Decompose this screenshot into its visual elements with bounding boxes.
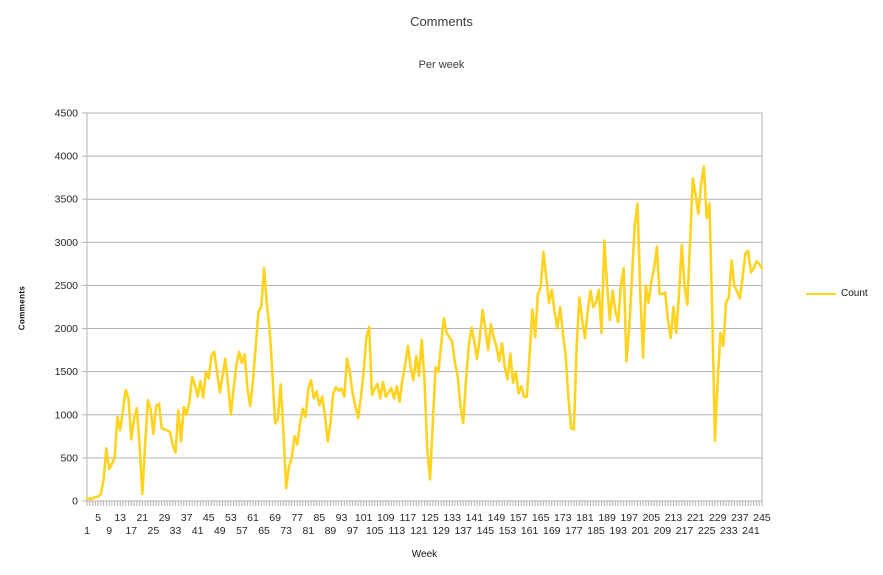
svg-text:177: 177 [565,525,583,537]
svg-text:45: 45 [203,512,215,524]
svg-text:3000: 3000 [55,237,79,249]
svg-text:4000: 4000 [55,151,79,163]
svg-text:25: 25 [148,525,160,537]
svg-text:181: 181 [576,512,594,524]
svg-text:221: 221 [687,512,705,524]
chart-title: Comments [410,14,473,29]
x-tick-labels: 1591317212529333741454953576165697377818… [84,512,771,537]
svg-text:189: 189 [598,512,616,524]
svg-text:185: 185 [587,525,605,537]
gridlines [82,112,762,502]
svg-text:129: 129 [432,525,450,537]
chart-subtitle: Per week [418,59,465,71]
svg-text:2000: 2000 [55,323,79,335]
svg-text:85: 85 [314,512,326,524]
svg-text:213: 213 [665,512,683,524]
svg-text:161: 161 [521,525,539,537]
svg-text:233: 233 [720,525,738,537]
svg-text:61: 61 [247,512,259,524]
svg-text:201: 201 [632,525,650,537]
svg-text:113: 113 [388,525,405,537]
svg-text:109: 109 [377,512,395,524]
svg-text:165: 165 [532,512,550,524]
svg-text:21: 21 [136,512,148,524]
svg-text:173: 173 [554,512,572,524]
legend-line-swatch [806,292,836,295]
svg-text:1500: 1500 [55,366,79,378]
series-line-count [85,165,764,501]
svg-text:245: 245 [753,512,771,524]
svg-text:197: 197 [620,512,638,524]
svg-text:105: 105 [366,525,384,537]
plot-frame [86,112,763,502]
svg-text:29: 29 [159,512,171,524]
svg-text:500: 500 [60,452,78,464]
svg-text:137: 137 [454,525,472,537]
x-axis-title: Week [411,549,438,560]
svg-text:81: 81 [302,525,314,537]
svg-text:89: 89 [325,525,337,537]
svg-text:73: 73 [280,525,292,537]
svg-text:1: 1 [84,525,90,537]
svg-text:205: 205 [643,512,661,524]
svg-text:193: 193 [609,525,627,537]
svg-text:57: 57 [236,525,248,537]
legend-label: Count [841,288,868,299]
svg-text:157: 157 [510,512,528,524]
svg-text:17: 17 [125,525,137,537]
svg-text:125: 125 [421,512,439,524]
svg-text:5: 5 [95,512,101,524]
svg-text:209: 209 [654,525,672,537]
svg-text:97: 97 [347,525,359,537]
svg-text:2500: 2500 [55,280,79,292]
svg-text:117: 117 [400,512,417,524]
svg-text:241: 241 [742,525,760,537]
svg-text:145: 145 [477,525,495,537]
svg-text:153: 153 [499,525,517,537]
svg-text:4500: 4500 [55,108,79,120]
svg-text:13: 13 [114,512,126,524]
svg-text:37: 37 [181,512,193,524]
svg-text:9: 9 [106,525,112,537]
svg-text:77: 77 [291,512,303,524]
svg-text:149: 149 [488,512,506,524]
svg-text:133: 133 [443,512,461,524]
svg-text:101: 101 [355,512,373,524]
svg-text:229: 229 [709,512,727,524]
svg-text:1000: 1000 [55,409,79,421]
svg-text:217: 217 [676,525,694,537]
svg-text:49: 49 [214,525,226,537]
svg-text:141: 141 [466,512,484,524]
svg-text:93: 93 [336,512,348,524]
svg-text:225: 225 [698,525,716,537]
svg-text:33: 33 [170,525,182,537]
svg-text:53: 53 [225,512,237,524]
legend: Count [806,288,868,299]
svg-text:65: 65 [258,525,270,537]
svg-text:69: 69 [269,512,281,524]
svg-text:0: 0 [72,496,78,508]
svg-text:3500: 3500 [55,194,79,206]
svg-text:169: 169 [543,525,561,537]
svg-text:121: 121 [410,525,428,537]
svg-text:237: 237 [731,512,749,524]
svg-text:41: 41 [192,525,204,537]
y-tick-labels: 0 500 1000 1500 2000 2500 3000 3500 4000 4500 [55,108,79,508]
x-tick-marks [86,501,763,506]
